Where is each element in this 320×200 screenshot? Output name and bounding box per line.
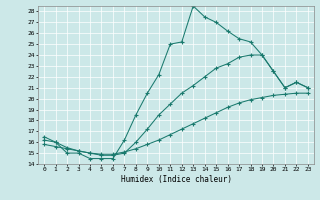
X-axis label: Humidex (Indice chaleur): Humidex (Indice chaleur) bbox=[121, 175, 231, 184]
